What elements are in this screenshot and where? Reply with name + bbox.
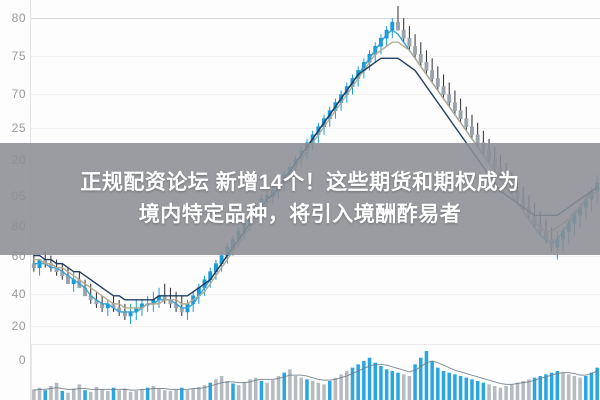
y-axis-tick-label: 80 xyxy=(11,11,26,25)
volume-chart-pane[interactable] xyxy=(31,344,600,400)
gridline xyxy=(31,94,600,95)
gridline xyxy=(31,18,600,19)
y-axis-tick-label: 20 xyxy=(11,319,26,333)
y-axis-tick-label: 0 xyxy=(18,353,26,367)
headline-overlay-band: 正规配资论坛 新增14个！这些期货和期权成为 境内特定品种，将引入境酬酢易者 xyxy=(0,143,600,255)
headline-line-2: 境内特定品种，将引入境酬酢易者 xyxy=(138,203,462,226)
y-axis-tick-label: 25 xyxy=(11,121,26,135)
gridline xyxy=(31,256,600,257)
gridline xyxy=(31,326,600,327)
gridline xyxy=(31,128,600,129)
headline-line-1: 正规配资论坛 新增14个！这些期货和期权成为 xyxy=(80,170,520,194)
gridline xyxy=(31,294,600,295)
gridline xyxy=(31,56,600,57)
y-axis-tick-label: 70 xyxy=(11,87,26,101)
y-axis-tick-label: 75 xyxy=(11,49,26,63)
volume-bar-plot xyxy=(32,351,599,400)
y-axis-tick-label: 40 xyxy=(11,287,26,301)
